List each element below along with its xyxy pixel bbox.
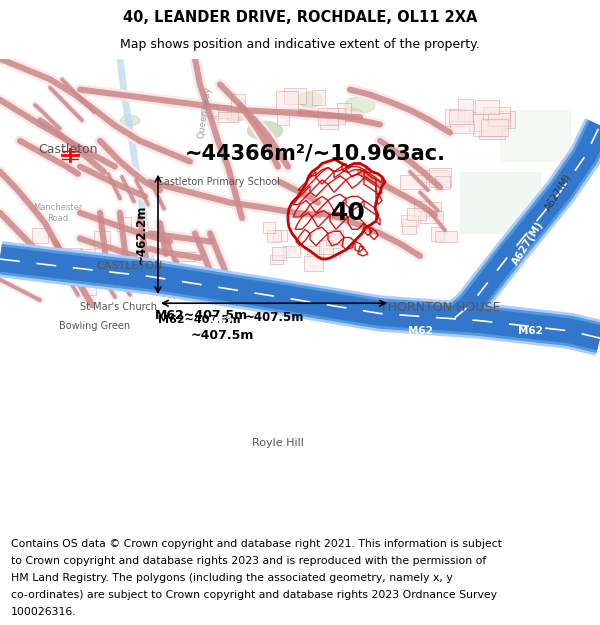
Ellipse shape <box>336 108 364 122</box>
Text: THORNTON HOUSE: THORNTON HOUSE <box>380 301 500 314</box>
Text: 40: 40 <box>331 201 365 225</box>
Bar <box>201 106 218 116</box>
Bar <box>267 230 281 242</box>
Bar <box>445 109 464 126</box>
Bar <box>430 168 451 187</box>
Bar <box>469 112 494 131</box>
Text: ~407.5m: ~407.5m <box>190 329 254 342</box>
Text: CASTLETON: CASTLETON <box>97 261 163 271</box>
Bar <box>55 258 76 267</box>
Bar <box>327 107 344 124</box>
Bar <box>458 99 473 121</box>
Ellipse shape <box>345 97 375 113</box>
Bar <box>488 114 510 126</box>
Bar <box>435 176 449 189</box>
Bar <box>218 112 238 123</box>
Text: 100026316.: 100026316. <box>11 608 76 618</box>
Ellipse shape <box>298 92 323 108</box>
Bar <box>284 88 306 104</box>
Text: ~407.5m: ~407.5m <box>244 311 304 324</box>
Bar <box>270 254 283 264</box>
Bar <box>427 202 442 216</box>
Bar <box>449 110 473 124</box>
Text: M62: M62 <box>407 326 433 336</box>
Bar <box>434 231 457 242</box>
Bar <box>80 249 95 266</box>
Ellipse shape <box>166 97 184 107</box>
Bar <box>307 246 320 254</box>
Bar <box>421 211 443 222</box>
Bar <box>326 230 343 244</box>
Text: ~462.2m: ~462.2m <box>135 205 148 264</box>
Ellipse shape <box>120 115 140 126</box>
Text: M62~407.5m: M62~407.5m <box>158 315 241 325</box>
Ellipse shape <box>224 109 246 121</box>
Bar <box>337 104 350 121</box>
Text: Castleton: Castleton <box>38 142 98 156</box>
Bar <box>274 230 287 241</box>
Text: M62: M62 <box>233 326 257 336</box>
Bar <box>277 113 289 125</box>
Text: to Crown copyright and database rights 2023 and is reproduced with the permissio: to Crown copyright and database rights 2… <box>11 556 486 566</box>
Text: Bowling Green: Bowling Green <box>59 321 131 331</box>
Bar <box>209 104 232 118</box>
Text: Map shows position and indicative extent of the property.: Map shows position and indicative extent… <box>120 38 480 51</box>
Text: 40, LEANDER DRIVE, ROCHDALE, OL11 2XA: 40, LEANDER DRIVE, ROCHDALE, OL11 2XA <box>123 10 477 25</box>
Bar <box>422 169 449 182</box>
Bar <box>276 91 298 109</box>
Bar <box>400 174 426 189</box>
Bar <box>319 108 338 124</box>
Text: St Mar's Church: St Mar's Church <box>79 302 157 312</box>
Bar <box>263 222 275 232</box>
Bar <box>475 100 499 114</box>
Ellipse shape <box>248 121 283 140</box>
Bar <box>323 248 340 257</box>
Bar <box>483 107 509 120</box>
Text: Queensway: Queensway <box>197 86 213 139</box>
Bar <box>431 228 444 241</box>
Text: A627(M): A627(M) <box>511 220 545 268</box>
Bar <box>311 89 325 105</box>
Text: Contains OS data © Crown copyright and database right 2021. This information is : Contains OS data © Crown copyright and d… <box>11 539 502 549</box>
Bar <box>128 253 142 266</box>
Bar <box>401 215 418 226</box>
Text: Royle Hill: Royle Hill <box>252 438 304 448</box>
Text: Castleton Primary School: Castleton Primary School <box>157 177 280 187</box>
Bar <box>319 241 333 254</box>
Text: A627(M): A627(M) <box>543 172 573 212</box>
Text: ~44366m²/~10.963ac.: ~44366m²/~10.963ac. <box>185 144 446 164</box>
Text: M62: M62 <box>518 326 542 336</box>
Bar <box>82 279 95 296</box>
Bar <box>167 276 184 291</box>
Bar <box>32 228 48 243</box>
Bar <box>64 248 82 264</box>
Bar <box>460 172 540 233</box>
Bar <box>407 209 425 221</box>
Bar <box>473 114 502 136</box>
Text: M62: M62 <box>70 316 94 326</box>
Bar <box>450 121 474 133</box>
Text: M62: M62 <box>208 317 232 327</box>
Text: M62~407.5m: M62~407.5m <box>155 309 248 322</box>
Text: HM Land Registry. The polygons (including the associated geometry, namely x, y: HM Land Registry. The polygons (includin… <box>11 573 452 583</box>
Bar <box>479 118 505 139</box>
Bar <box>94 262 111 274</box>
Text: Manchester
Road: Manchester Road <box>34 203 83 222</box>
Text: co-ordinates) are subject to Crown copyright and database rights 2023 Ordnance S: co-ordinates) are subject to Crown copyr… <box>11 590 497 600</box>
Bar <box>414 201 430 216</box>
Bar <box>283 246 299 257</box>
Bar <box>232 94 245 110</box>
Bar <box>94 231 110 248</box>
Bar <box>117 217 131 231</box>
Bar <box>481 119 508 136</box>
Bar <box>145 266 161 278</box>
Bar <box>272 247 286 260</box>
Bar <box>331 234 341 244</box>
Bar <box>500 110 570 161</box>
Bar <box>304 256 323 271</box>
Bar <box>490 111 515 128</box>
Bar <box>403 219 416 234</box>
Bar <box>320 113 338 129</box>
Bar <box>178 252 194 261</box>
